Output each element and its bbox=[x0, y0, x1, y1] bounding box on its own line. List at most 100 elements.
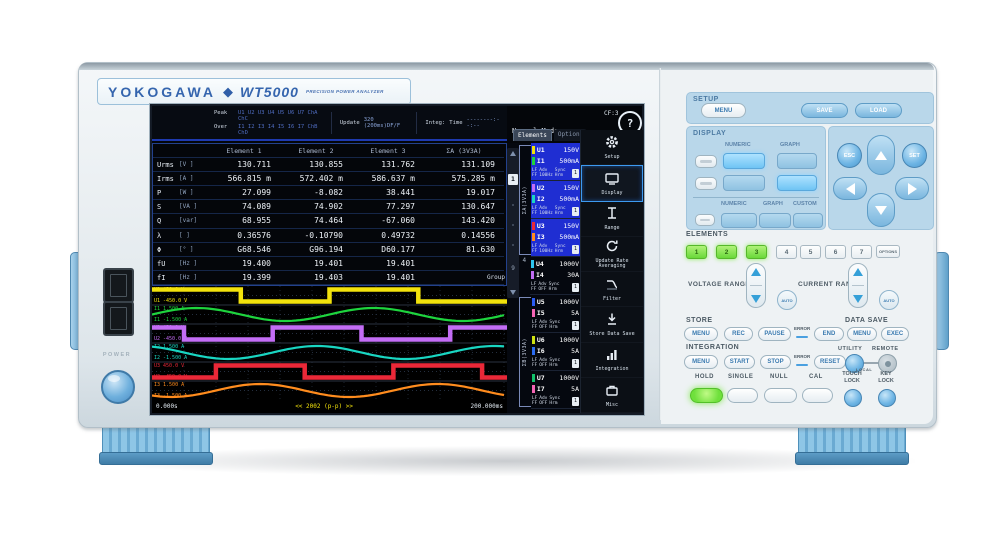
data-save-exec-button[interactable]: EXEC bbox=[881, 327, 909, 341]
waveform-plot bbox=[151, 286, 507, 400]
table-value: 19.399 bbox=[208, 271, 280, 285]
integration-start-button[interactable]: START bbox=[724, 355, 755, 369]
u-channel-row: U4 1000V bbox=[531, 258, 579, 269]
esc-button[interactable]: ESC bbox=[837, 143, 862, 168]
menu-item-store[interactable]: Store Data Save bbox=[581, 307, 643, 343]
store-end-button[interactable]: END bbox=[814, 327, 844, 341]
element-key-4[interactable]: 4 bbox=[776, 245, 797, 259]
column-header: Element 2 bbox=[280, 144, 352, 158]
sidebar-tabs: Elements Options bbox=[513, 129, 588, 141]
cal-button[interactable] bbox=[802, 388, 833, 403]
graph-button-3[interactable] bbox=[759, 213, 791, 228]
element-key-2[interactable]: 2 bbox=[716, 245, 737, 259]
store-rec-button[interactable]: REC bbox=[724, 327, 753, 341]
menu-item-misc[interactable]: Misc bbox=[581, 378, 643, 413]
options-button[interactable]: OPTIONS bbox=[876, 245, 900, 258]
store-pause-button[interactable]: PAUSE bbox=[758, 327, 791, 341]
channel-pair[interactable]: U7 1000V I7 5A LF FF Adv OFF Sync Hrm 1 bbox=[530, 371, 580, 409]
u-channel-row: U6 1000V bbox=[531, 334, 579, 345]
current-auto-button[interactable]: AUTO bbox=[879, 290, 899, 310]
table-value: 19.017 bbox=[424, 186, 504, 200]
numeric-button-1[interactable] bbox=[723, 153, 765, 169]
setup-menu-button[interactable]: MENU bbox=[701, 103, 746, 118]
u-channel-row: U3 150V bbox=[531, 220, 579, 231]
channel-pair[interactable]: U1 150V I1 500mA LF FF Adv 100Hz Sync Hrm 1 bbox=[530, 143, 580, 181]
null-button[interactable] bbox=[764, 388, 797, 403]
touch-lock-button[interactable] bbox=[844, 389, 862, 407]
channel-name: U3 bbox=[536, 221, 545, 230]
key-lock-button[interactable] bbox=[878, 389, 896, 407]
menu-item-display[interactable]: Display bbox=[581, 165, 643, 202]
numeric-button-3[interactable] bbox=[721, 213, 757, 228]
store-menu-button[interactable]: MENU bbox=[684, 327, 718, 341]
numeric-button-2[interactable] bbox=[723, 175, 765, 191]
element-key-7[interactable]: 7 bbox=[851, 245, 872, 259]
left-arrow-button[interactable] bbox=[833, 177, 867, 200]
integration-reset-button[interactable]: RESET bbox=[814, 355, 846, 369]
power-button[interactable] bbox=[101, 370, 135, 404]
data-save-menu-button[interactable]: MENU bbox=[847, 327, 877, 341]
u-color-marker bbox=[531, 145, 535, 154]
channel-pair[interactable]: U6 1000V I6 5A LF FF Adv OFF Sync Hrm 1 bbox=[530, 333, 580, 371]
channel-name: I2 bbox=[536, 194, 545, 203]
row-unit: [W ] bbox=[179, 186, 208, 200]
channel-meta: LF FF Adv OFF Sync Hrm 1 bbox=[532, 356, 579, 370]
set-button[interactable]: SET bbox=[902, 143, 927, 168]
channel-pair[interactable]: U5 1000V I5 5A LF FF Adv OFF Sync Hrm 1 bbox=[530, 295, 580, 333]
integration-menu-button[interactable]: MENU bbox=[684, 355, 718, 369]
menu-item-range[interactable]: Range bbox=[581, 202, 643, 237]
channel-range: 1000V bbox=[559, 373, 579, 382]
channel-pair[interactable]: U3 150V I3 500mA LF FF Adv 100Hz Sync Hrm 1 bbox=[530, 219, 580, 257]
line-filter-badge: 1 bbox=[572, 396, 579, 406]
current-range-rocker[interactable] bbox=[848, 263, 868, 308]
custom-button[interactable] bbox=[793, 213, 823, 228]
integration-stop-button[interactable]: STOP bbox=[760, 355, 791, 369]
graph-label-2: GRAPH bbox=[763, 201, 783, 207]
averaging-icon bbox=[605, 238, 619, 257]
hold-button[interactable] bbox=[690, 388, 723, 403]
channel-pair[interactable]: U4 1000V I4 30A LF FF Adv OFF Sync Hrm 1 bbox=[530, 257, 580, 295]
u-channel-row: U1 150V bbox=[531, 144, 579, 155]
misc-icon bbox=[605, 382, 619, 401]
down-arrow-button[interactable] bbox=[867, 193, 895, 227]
time-value: --------:--:-- bbox=[466, 116, 500, 129]
channel-name: I7 bbox=[536, 384, 545, 393]
menu-item-integration[interactable]: Integration bbox=[581, 343, 643, 378]
scroll-up-icon[interactable] bbox=[510, 151, 516, 156]
table-value: 143.420 bbox=[424, 214, 504, 228]
menu-item-gear[interactable]: Setup bbox=[581, 130, 643, 166]
voltage-auto-button[interactable]: AUTO bbox=[777, 290, 797, 310]
page-scroll-column[interactable]: 1 9 bbox=[507, 148, 519, 298]
tab-options[interactable]: Options bbox=[553, 129, 588, 141]
right-arrow-button[interactable] bbox=[895, 177, 929, 200]
usb-port-1[interactable] bbox=[103, 268, 134, 303]
waveform-scale-max: U2 450.0 V bbox=[154, 325, 185, 331]
tab-elements[interactable]: Elements bbox=[513, 129, 552, 141]
graph-button-2[interactable] bbox=[777, 175, 817, 191]
table-value: 130.855 bbox=[280, 158, 352, 172]
single-button[interactable] bbox=[727, 388, 758, 403]
element-key-5[interactable]: 5 bbox=[800, 245, 821, 259]
channel-pair[interactable]: U2 150V I2 500mA LF FF Adv 100Hz Sync Hrm 1 bbox=[530, 181, 580, 219]
i-color-marker bbox=[531, 232, 535, 241]
table-value: 19.403 bbox=[280, 271, 352, 285]
load-button[interactable]: LOAD bbox=[855, 103, 902, 118]
remote-label: REMOTE bbox=[872, 346, 899, 352]
scroll-down-icon[interactable] bbox=[510, 289, 516, 295]
element-key-3[interactable]: 3 bbox=[746, 245, 767, 259]
save-button[interactable]: SAVE bbox=[801, 103, 848, 118]
usb-port-2[interactable] bbox=[103, 301, 134, 336]
voltage-up-icon bbox=[751, 268, 761, 276]
filter-icon bbox=[605, 276, 619, 295]
element-key-6[interactable]: 6 bbox=[825, 245, 846, 259]
graph-button-1[interactable] bbox=[777, 153, 817, 169]
display-divider bbox=[693, 197, 819, 198]
lcd-screen[interactable]: Peak U1 U2 U3 U4 U5 U6 U7 ChA ChC Over I… bbox=[150, 104, 644, 415]
up-arrow-button[interactable] bbox=[867, 135, 895, 175]
voltage-range-rocker[interactable] bbox=[746, 263, 766, 308]
menu-item-averaging[interactable]: Update Rate Averaging bbox=[581, 237, 643, 272]
utility-button[interactable] bbox=[845, 354, 864, 373]
menu-item-filter[interactable]: Filter bbox=[581, 272, 643, 308]
element-key-1[interactable]: 1 bbox=[686, 245, 707, 259]
sync-setting: Sync Hrm bbox=[549, 396, 561, 406]
